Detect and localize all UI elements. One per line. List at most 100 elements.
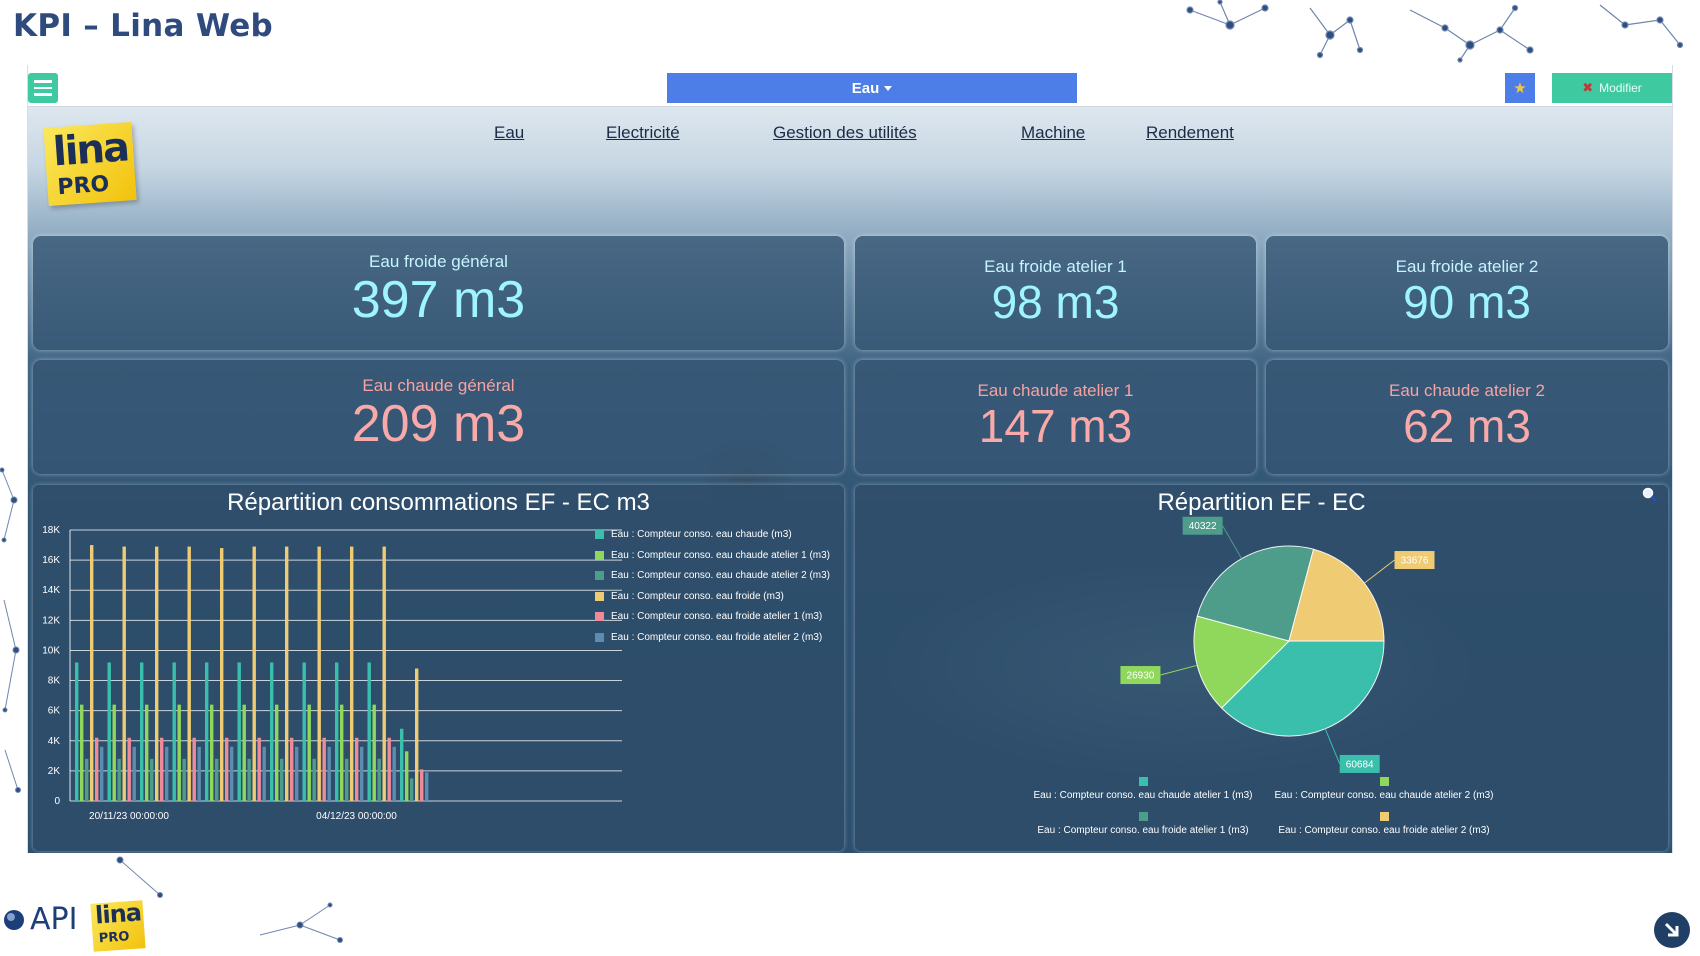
bar <box>275 704 279 801</box>
bar <box>122 546 126 801</box>
bar <box>215 758 219 801</box>
y-tick-label: 14K <box>42 585 60 596</box>
next-slide-button[interactable] <box>1654 912 1690 948</box>
bar <box>360 746 364 801</box>
legend-item[interactable]: Eau : Compteur conso. eau chaude atelier… <box>595 570 830 581</box>
legend-swatch <box>595 612 604 621</box>
bar <box>392 746 396 801</box>
bar <box>302 662 306 801</box>
bar <box>410 778 414 801</box>
footer-logo-subtext: PRO <box>98 929 130 947</box>
legend-item[interactable]: Eau : Compteur conso. eau froide atelier… <box>1028 812 1258 836</box>
legend-swatch <box>1138 812 1148 821</box>
legend-item[interactable]: Eau : Compteur conso. eau froide atelier… <box>1269 812 1499 836</box>
bar <box>295 746 299 801</box>
category-dropdown[interactable]: Eau <box>667 73 1077 103</box>
bar-chart-panel: Répartition consommations EF - EC m3 0 2K… <box>33 485 844 851</box>
legend-label: Eau : Compteur conso. eau chaude atelier… <box>1274 790 1494 801</box>
pie-chart-panel: Répartition EF - EC 60684 26930 40322 33676… <box>855 485 1668 851</box>
bar <box>327 746 331 801</box>
bar <box>290 737 294 801</box>
y-tick-label: 10K <box>42 645 60 656</box>
zoom-icon[interactable] <box>1642 487 1658 503</box>
bar <box>140 662 144 801</box>
bar <box>345 758 349 801</box>
bar <box>132 746 136 801</box>
pie-slice <box>1196 545 1315 642</box>
bar <box>117 758 121 801</box>
y-tick-label: 6K <box>48 706 61 717</box>
legend-item[interactable]: Eau : Compteur conso. eau chaude (m3) <box>595 529 792 540</box>
bar <box>355 737 359 801</box>
hamburger-menu-button[interactable] <box>28 73 58 103</box>
bar <box>262 746 266 801</box>
bar <box>182 758 186 801</box>
nav-link-eau[interactable]: Eau <box>494 123 525 142</box>
bar-chart: 0 2K 4K 6K 8K 10K 12K 14K 16K 18K 20/11/23 00:00:0… <box>42 525 622 822</box>
favorite-button[interactable]: ★ <box>1505 73 1535 103</box>
bar <box>405 751 409 801</box>
network-decoration-left <box>0 467 21 793</box>
kpi-label: Eau chaude général <box>362 376 515 395</box>
bar <box>350 546 354 801</box>
kpi-card-hot-atelier-1: Eau chaude atelier 1 147 m3 <box>855 360 1256 474</box>
bar <box>387 737 391 801</box>
legend-item[interactable]: Eau : Compteur conso. eau froide atelier… <box>595 611 822 622</box>
legend-label: Eau : Compteur conso. eau froide atelier… <box>1278 825 1490 836</box>
kpi-card-cold-atelier-2: Eau froide atelier 2 90 m3 <box>1266 236 1668 350</box>
kpi-card-hot-atelier-2: Eau chaude atelier 2 62 m3 <box>1266 360 1668 474</box>
legend-swatch <box>595 571 604 580</box>
bar <box>172 662 176 801</box>
top-toolbar: Eau ★ ✖ Modifier <box>28 65 1672 107</box>
bar <box>155 546 159 801</box>
footer-logo-text: lina <box>94 898 142 930</box>
bar <box>230 746 234 801</box>
nav-link-gestion-utilites[interactable]: Gestion des utilités <box>773 123 917 142</box>
y-tick-label: 8K <box>48 676 61 687</box>
bar <box>112 704 116 801</box>
legend-item[interactable]: Eau : Compteur conso. eau froide (m3) <box>595 591 784 602</box>
y-tick-label: 12K <box>42 615 60 626</box>
kpi-label: Eau chaude atelier 1 <box>977 381 1134 400</box>
bar <box>80 704 84 801</box>
legend-item[interactable]: Eau : Compteur conso. eau chaude atelier… <box>1269 777 1499 801</box>
legend-item[interactable]: Eau : Compteur conso. eau chaude atelier… <box>1028 777 1258 801</box>
tools-icon: ✖ <box>1582 80 1594 95</box>
bar <box>127 737 131 801</box>
bar <box>205 662 209 801</box>
bar-chart-title: Répartition consommations EF - EC m3 <box>227 489 650 516</box>
pie-leader-line <box>1160 664 1198 676</box>
bar <box>415 668 419 801</box>
legend-swatch <box>1379 812 1389 821</box>
pie-chart-title: Répartition EF - EC <box>1157 489 1366 516</box>
pie-data-label: 26930 <box>1127 671 1155 682</box>
bar <box>150 758 154 801</box>
arrow-down-right-icon <box>1664 922 1679 937</box>
kpi-value: 62 m3 <box>1403 400 1531 452</box>
bar <box>237 662 241 801</box>
pie-data-label: 33676 <box>1401 556 1429 567</box>
pie-data-label-box <box>1120 666 1161 685</box>
dashboard-content: lina PRO Eau Electricité Gestion des uti… <box>28 107 1672 853</box>
legend-label: Eau : Compteur conso. eau froide atelier… <box>611 631 823 643</box>
legend-label: Eau : Compteur conso. eau chaude (m3) <box>611 529 792 540</box>
bar <box>85 758 89 801</box>
logo-subtext: PRO <box>56 171 111 201</box>
bar <box>367 662 371 801</box>
kpi-card-cold-general: Eau froide général 397 m3 <box>33 236 844 350</box>
nav-link-rendement[interactable]: Rendement <box>1146 123 1234 142</box>
bar <box>372 704 376 801</box>
kpi-label: Eau froide général <box>369 252 508 271</box>
nav-link-machine[interactable]: Machine <box>1021 123 1086 142</box>
bar <box>280 758 284 801</box>
legend-label: Eau : Compteur conso. eau froide atelier… <box>1037 825 1249 836</box>
logo-text: lina <box>51 124 130 176</box>
modifier-button[interactable]: ✖ Modifier <box>1552 73 1672 103</box>
nav-link-electricite[interactable]: Electricité <box>606 123 680 142</box>
bar <box>425 772 429 801</box>
legend-item[interactable]: Eau : Compteur conso. eau froide atelier… <box>595 632 822 643</box>
pie-data-label: 60684 <box>1346 759 1374 770</box>
caret-down-icon <box>884 85 893 91</box>
legend-item[interactable]: Eau : Compteur conso. eau chaude atelier… <box>595 550 830 561</box>
y-tick-label: 0 <box>54 796 60 807</box>
